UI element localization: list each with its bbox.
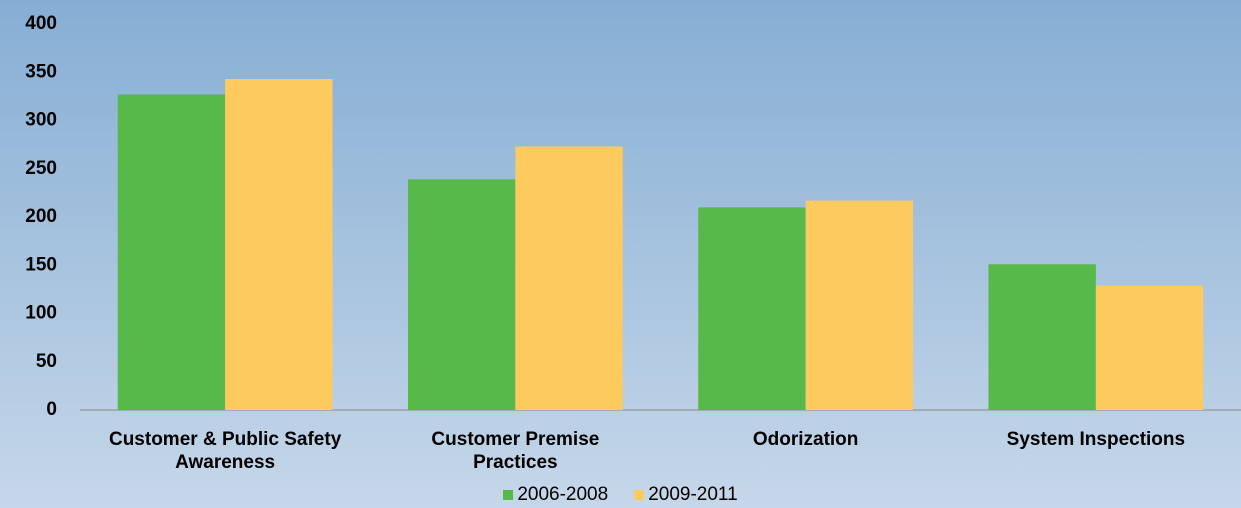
y-tick-label: 100 xyxy=(25,303,57,324)
y-tick-label: 350 xyxy=(25,61,57,82)
y-tick-label: 300 xyxy=(25,110,57,131)
y-tick-label: 200 xyxy=(25,206,57,227)
bar xyxy=(117,94,226,410)
bar xyxy=(515,146,623,410)
legend-item: 2006-2008 xyxy=(503,484,608,506)
y-tick-label: 150 xyxy=(25,254,57,275)
y-tick-label: 400 xyxy=(25,13,57,34)
legend-label: 2009-2011 xyxy=(648,484,738,505)
bar xyxy=(1095,285,1204,410)
legend: 2006-2008 2009-2011 xyxy=(0,484,1241,506)
bar xyxy=(988,264,1096,410)
x-tick-label: Customer Premise Practices xyxy=(431,429,600,473)
y-tick-label: 250 xyxy=(25,158,57,179)
x-tick-label: System Inspections xyxy=(1006,429,1186,450)
x-tick-label: Customer & Public Safety Awareness xyxy=(108,429,342,473)
legend-item: 2009-2011 xyxy=(634,484,738,506)
y-tick-label: 50 xyxy=(36,351,57,372)
legend-label: 2006-2008 xyxy=(517,484,609,505)
bar xyxy=(698,207,806,410)
legend-swatch xyxy=(503,490,514,500)
bar xyxy=(225,79,333,410)
x-tick-label: Odorization xyxy=(752,429,859,450)
y-tick-label: 0 xyxy=(46,399,57,420)
bar xyxy=(805,200,914,410)
legend-swatch xyxy=(634,490,645,500)
bar xyxy=(407,179,516,410)
